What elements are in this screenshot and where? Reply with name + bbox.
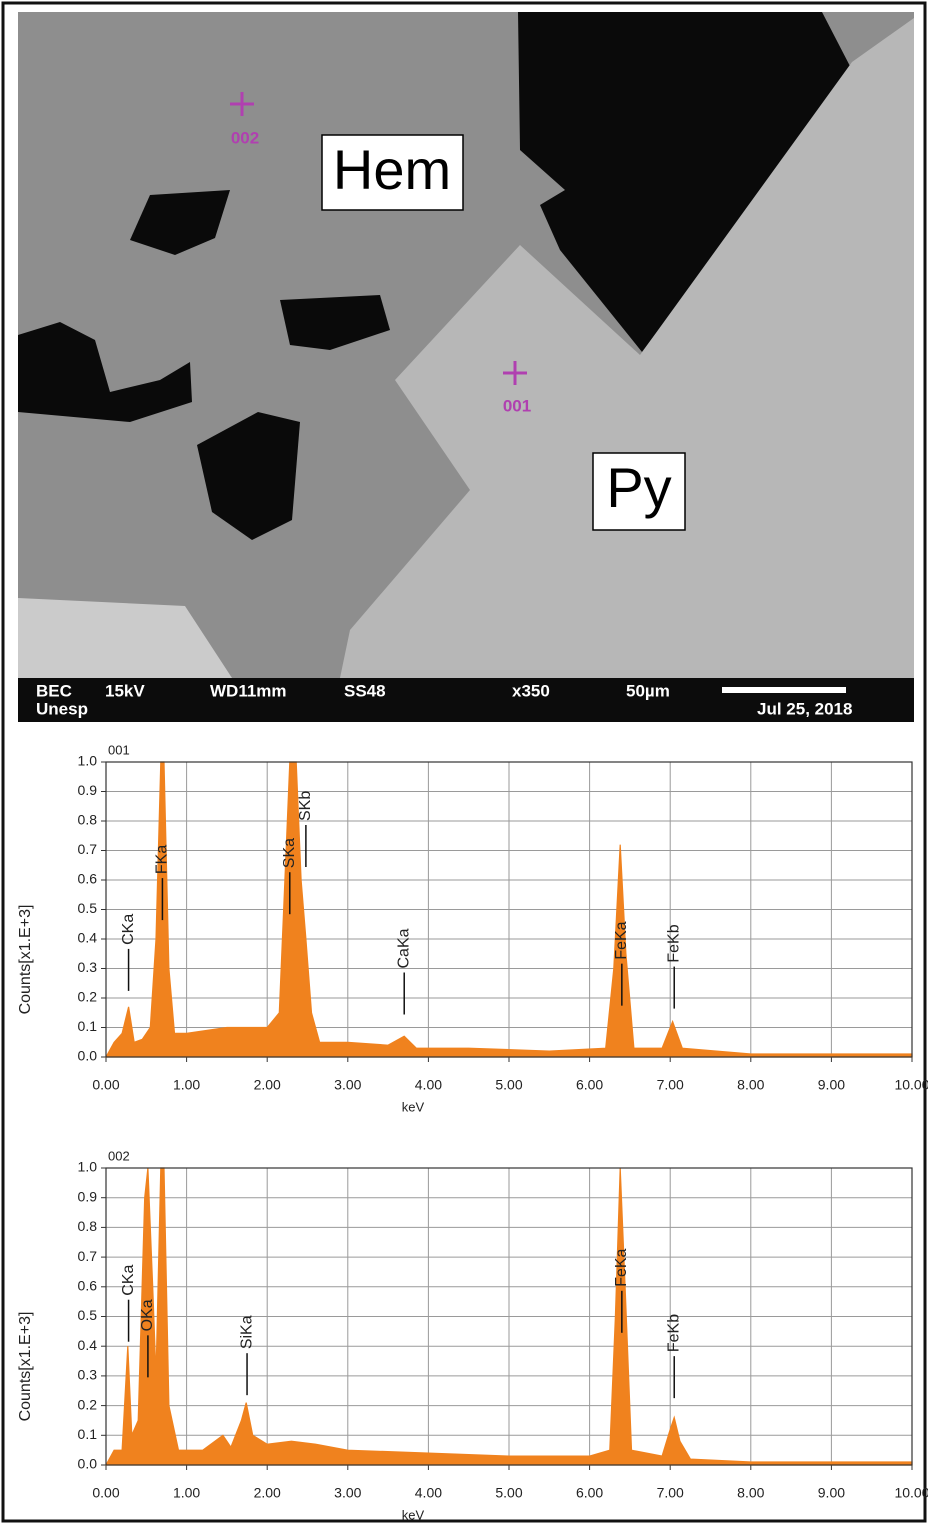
x-tick-label: 4.00	[415, 1077, 442, 1093]
x-tick-label: 6.00	[576, 1077, 603, 1093]
info-text: x350	[512, 681, 550, 700]
y-tick-label: 0.2	[78, 989, 98, 1005]
annotation: SKa	[281, 838, 298, 868]
x-tick-label: 10.00	[894, 1485, 928, 1501]
x-tick-label: 7.00	[657, 1485, 684, 1501]
x-tick-label: 2.00	[254, 1077, 281, 1093]
y-axis-label: Counts[x1.E+3]	[17, 1312, 34, 1422]
y-tick-label: 0.6	[78, 871, 98, 887]
point-label: 002	[231, 128, 259, 147]
y-axis-label: Counts[x1.E+3]	[17, 905, 34, 1015]
y-tick-label: 0.4	[78, 930, 98, 946]
info-text: 50µm	[626, 681, 670, 700]
x-tick-label: 9.00	[818, 1077, 845, 1093]
y-tick-label: 0.0	[78, 1456, 98, 1472]
annotation: FeKb	[665, 1314, 682, 1352]
info-text: SS48	[344, 681, 386, 700]
x-tick-label: 5.00	[495, 1485, 522, 1501]
info-text: 15kV	[105, 681, 145, 700]
annotation: CaKa	[395, 928, 412, 968]
y-tick-label: 0.8	[78, 812, 98, 828]
phase-label: Py	[606, 456, 671, 519]
y-tick-label: 0.1	[78, 1018, 98, 1034]
info-text: BEC	[36, 681, 72, 700]
annotation: FeKa	[613, 921, 630, 959]
y-tick-label: 0.9	[78, 1188, 98, 1204]
x-tick-label: 1.00	[173, 1485, 200, 1501]
annotation: OKa	[139, 1299, 156, 1331]
x-tick-label: 9.00	[818, 1485, 845, 1501]
annotation: CKa	[120, 914, 137, 945]
x-tick-label: 3.00	[334, 1485, 361, 1501]
y-tick-label: 0.7	[78, 1248, 98, 1264]
annotation: SiKa	[238, 1315, 255, 1349]
point-label: 001	[503, 396, 531, 415]
scale-bar	[722, 687, 846, 693]
y-tick-label: 0.5	[78, 1307, 98, 1323]
x-tick-label: 8.00	[737, 1485, 764, 1501]
x-axis-label: keV	[402, 1507, 425, 1522]
y-tick-label: 1.0	[78, 753, 98, 769]
x-tick-label: 8.00	[737, 1077, 764, 1093]
sem-image: Hem Py 002 001 BEC Unesp 15kV WD11mm SS4…	[18, 12, 914, 722]
x-tick-label: 3.00	[334, 1077, 361, 1093]
y-tick-label: 0.3	[78, 1367, 98, 1383]
x-tick-label: 5.00	[495, 1077, 522, 1093]
annotation: FeKa	[613, 1248, 630, 1286]
x-tick-label: 7.00	[657, 1077, 684, 1093]
y-tick-label: 0.6	[78, 1278, 98, 1294]
x-tick-label: 6.00	[576, 1485, 603, 1501]
phase-label: Hem	[333, 138, 451, 201]
y-tick-label: 0.9	[78, 782, 98, 798]
x-axis-label: keV	[402, 1099, 425, 1114]
chart-title: 002	[108, 1148, 130, 1163]
x-tick-label: 1.00	[173, 1077, 200, 1093]
annotation: CKa	[120, 1264, 137, 1295]
y-tick-label: 0.8	[78, 1218, 98, 1234]
y-tick-label: 0.0	[78, 1048, 98, 1064]
x-tick-label: 4.00	[415, 1485, 442, 1501]
y-tick-label: 0.7	[78, 841, 98, 857]
y-tick-label: 0.5	[78, 900, 98, 916]
x-tick-label: 0.00	[92, 1077, 119, 1093]
annotation: SKb	[297, 791, 314, 821]
info-text: Jul 25, 2018	[757, 699, 852, 718]
info-text: WD11mm	[210, 681, 287, 700]
x-tick-label: 10.00	[894, 1077, 928, 1093]
y-tick-label: 0.4	[78, 1337, 98, 1353]
annotation: FeKb	[665, 924, 682, 962]
y-tick-label: 0.1	[78, 1426, 98, 1442]
info-text: Unesp	[36, 699, 88, 718]
y-tick-label: 1.0	[78, 1159, 98, 1175]
chart-title: 001	[108, 742, 130, 757]
y-tick-label: 0.3	[78, 959, 98, 975]
annotation: FKa	[154, 845, 171, 874]
figure: Hem Py 002 001 BEC Unesp 15kV WD11mm SS4…	[0, 0, 928, 1524]
x-tick-label: 2.00	[254, 1485, 281, 1501]
y-tick-label: 0.2	[78, 1396, 98, 1412]
x-tick-label: 0.00	[92, 1485, 119, 1501]
